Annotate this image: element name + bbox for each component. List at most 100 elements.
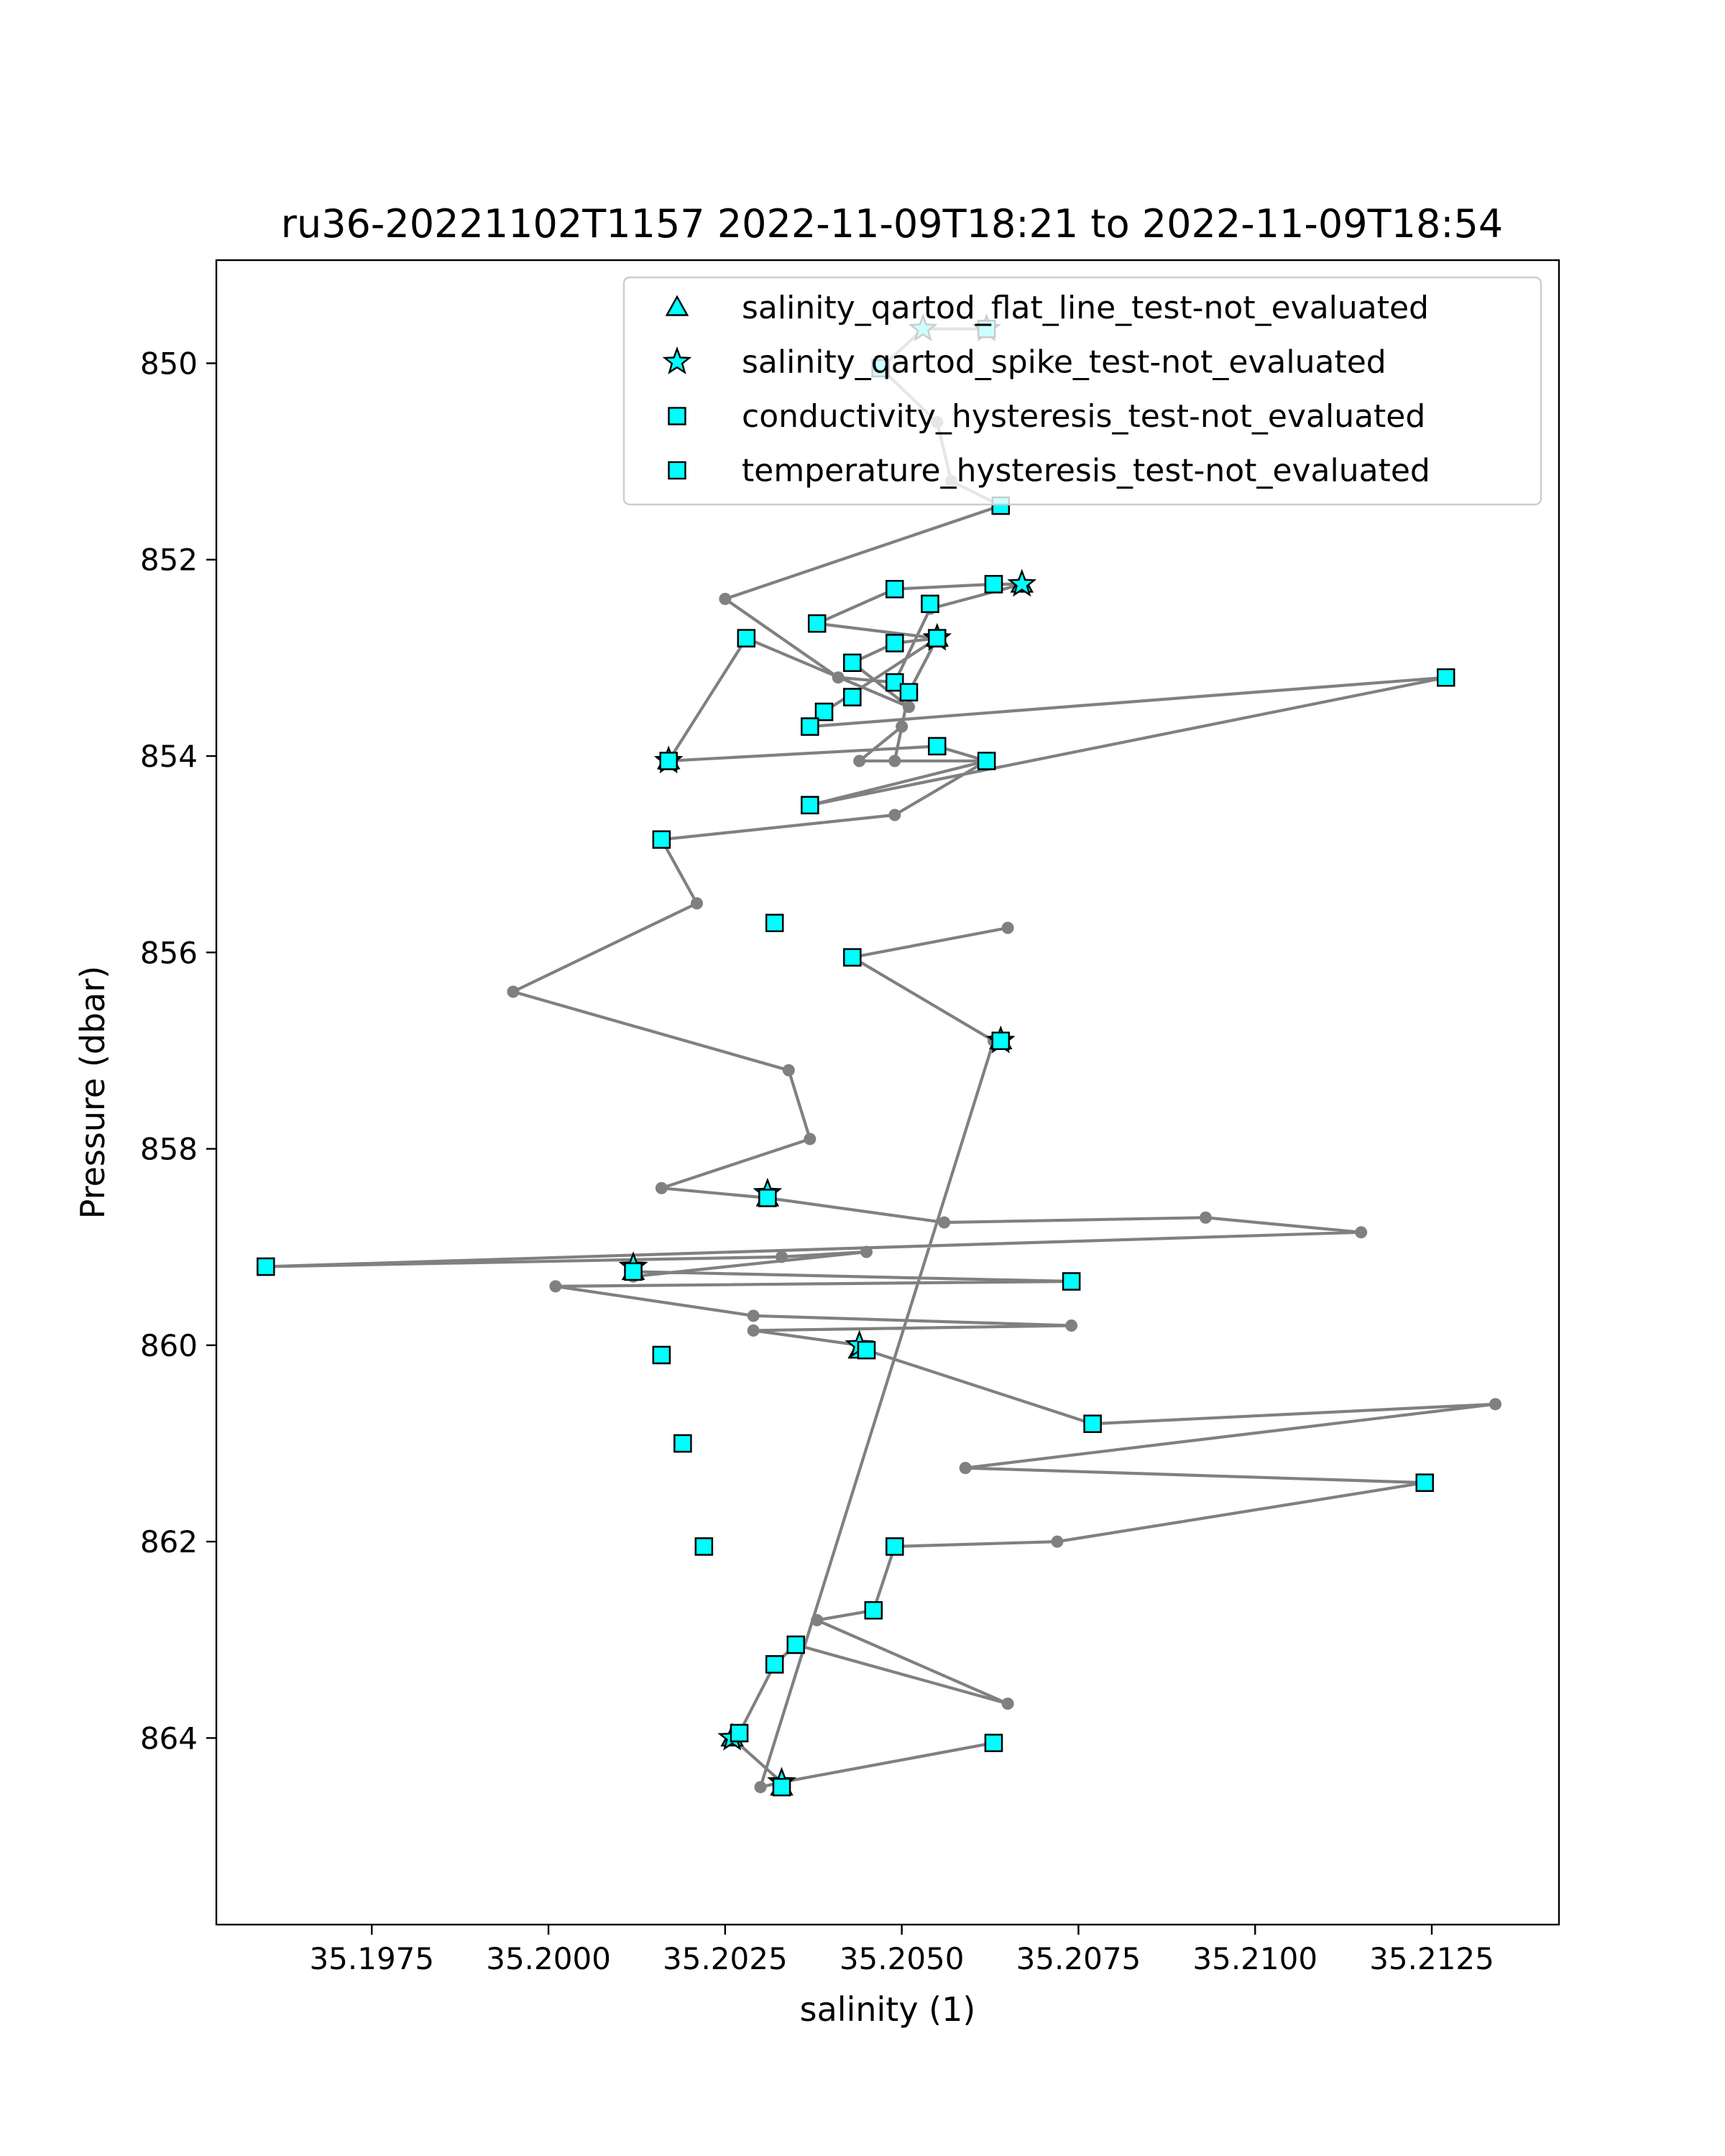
square-marker — [886, 1537, 904, 1556]
profile-point — [896, 720, 908, 733]
profile-point — [655, 1181, 668, 1194]
square-marker — [1415, 1473, 1434, 1492]
profile-point — [691, 897, 704, 910]
square-marker — [984, 575, 1003, 594]
square-marker — [886, 580, 904, 599]
square-marker — [886, 673, 904, 692]
legend-triangle-icon — [665, 295, 689, 316]
square-marker — [1062, 1272, 1081, 1291]
legend-label: salinity_qartod_flat_line_test-not_evalu… — [742, 290, 1429, 326]
profile-point — [1199, 1211, 1212, 1224]
legend-label: salinity_qartod_spike_test-not_evaluated — [742, 344, 1386, 381]
y-tick-label: 862 — [140, 1524, 198, 1560]
x-tick-label: 35.1975 — [309, 1941, 434, 1976]
x-tick-label: 35.2050 — [840, 1941, 965, 1976]
square-marker — [652, 830, 671, 849]
legend-star-icon — [662, 346, 692, 374]
square-marker — [1436, 668, 1455, 687]
profile-point — [507, 985, 520, 998]
square-marker — [694, 1537, 714, 1556]
profile-point — [719, 592, 732, 605]
x-axis: 35.1975 35.2000 35.2025 35.2050 35.2075 35.21… — [309, 1925, 1494, 1976]
y-tick-label: 864 — [140, 1720, 198, 1756]
y-tick-label: 854 — [140, 739, 198, 774]
y-tick-label: 850 — [140, 346, 198, 381]
square-marker — [928, 629, 947, 648]
square-marker — [786, 1635, 805, 1654]
y-axis-label: Pressure (dbar) — [73, 966, 112, 1219]
profile-point — [747, 1309, 760, 1322]
series-square-markers — [257, 319, 1455, 1797]
square-marker — [1083, 1414, 1102, 1433]
profile-point — [1355, 1226, 1368, 1239]
star-marker — [1007, 568, 1037, 597]
profile-point — [754, 1781, 767, 1794]
legend-square-icon — [668, 461, 686, 480]
legend-label: conductivity_hysteresis_test-not_evaluat… — [742, 398, 1425, 435]
square-marker — [843, 948, 862, 967]
legend-square-icon — [668, 407, 686, 425]
square-marker — [857, 1340, 876, 1360]
square-marker — [843, 688, 862, 706]
profile-point — [776, 1250, 788, 1263]
profile-point — [1051, 1535, 1064, 1548]
square-marker — [652, 1345, 671, 1365]
square-marker — [765, 1655, 784, 1674]
y-tick-label: 860 — [140, 1328, 198, 1363]
profile-point — [1065, 1319, 1078, 1332]
legend-label: temperature_hysteresis_test-not_evaluate… — [742, 453, 1430, 489]
square-marker — [758, 1189, 777, 1207]
y-tick-label: 852 — [140, 543, 198, 578]
profile-point — [888, 808, 901, 821]
square-marker — [659, 752, 678, 770]
chart-title: ru36-20221102T1157 2022-11-09T18:21 to 2… — [281, 201, 1503, 247]
plot-frame — [215, 259, 1560, 1926]
square-marker — [991, 1031, 1011, 1050]
x-tick-label: 35.2025 — [663, 1941, 788, 1976]
square-marker — [864, 1601, 883, 1620]
x-axis-label: salinity (1) — [800, 1990, 976, 2029]
profile-point — [1001, 1697, 1014, 1710]
profile-point — [747, 1324, 760, 1337]
profile-point — [549, 1280, 562, 1293]
y-tick-label: 856 — [140, 935, 198, 970]
profile-point — [804, 1133, 816, 1146]
profile-point — [853, 755, 866, 768]
square-marker — [928, 737, 947, 756]
profile-point — [1489, 1398, 1502, 1411]
profile-point — [811, 1613, 824, 1626]
x-tick-label: 35.2125 — [1369, 1941, 1494, 1976]
square-marker — [899, 683, 919, 701]
square-marker — [984, 1733, 1003, 1752]
square-marker — [765, 913, 784, 933]
square-marker — [772, 1778, 791, 1797]
square-marker — [624, 1262, 643, 1281]
x-tick-label: 35.2000 — [486, 1941, 611, 1976]
square-marker — [801, 717, 819, 736]
square-marker — [737, 629, 756, 648]
profile-point — [959, 1462, 972, 1475]
legend-box — [622, 276, 1542, 506]
square-marker — [843, 653, 862, 672]
y-axis: 850 852 854 856 858 860 862 864 — [140, 346, 216, 1756]
profile-point — [782, 1064, 795, 1077]
square-marker — [977, 752, 996, 770]
profile-point — [1001, 921, 1014, 934]
square-marker — [886, 634, 904, 653]
square-marker — [801, 796, 819, 815]
square-marker — [673, 1434, 692, 1453]
square-marker — [807, 614, 827, 633]
square-marker — [730, 1723, 749, 1743]
profile-point — [888, 755, 901, 768]
x-tick-label: 35.2075 — [1016, 1941, 1141, 1976]
legend: salinity_qartod_flat_line_test-not_evalu… — [622, 276, 1542, 506]
square-marker — [814, 702, 834, 722]
y-tick-label: 858 — [140, 1132, 198, 1167]
profile-point — [860, 1245, 873, 1258]
x-tick-label: 35.2100 — [1192, 1941, 1317, 1976]
profile-point — [938, 1216, 951, 1229]
profile-point — [832, 671, 845, 684]
square-marker — [921, 594, 939, 613]
square-marker — [257, 1257, 275, 1276]
